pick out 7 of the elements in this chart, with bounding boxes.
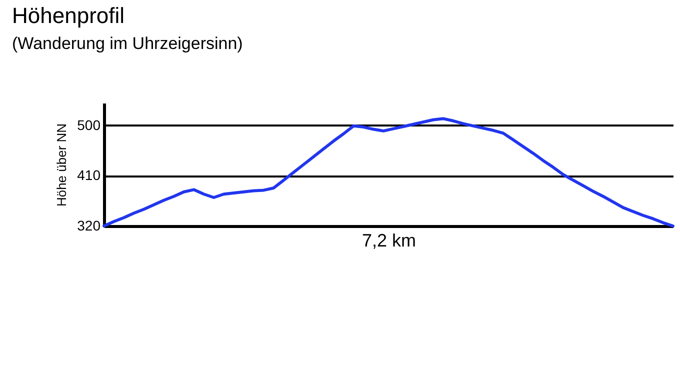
x-axis-title: 7,2 km (362, 230, 416, 250)
y-tick-label: 320 (77, 218, 101, 234)
y-tick-label: 410 (77, 167, 101, 184)
chart-subtitle: (Wanderung im Uhrzeigersinn) (12, 34, 243, 54)
chart-title: Höhenprofil (12, 3, 125, 29)
y-axis-title: Höhe über NN (54, 123, 70, 207)
y-tick-label: 500 (77, 116, 101, 133)
